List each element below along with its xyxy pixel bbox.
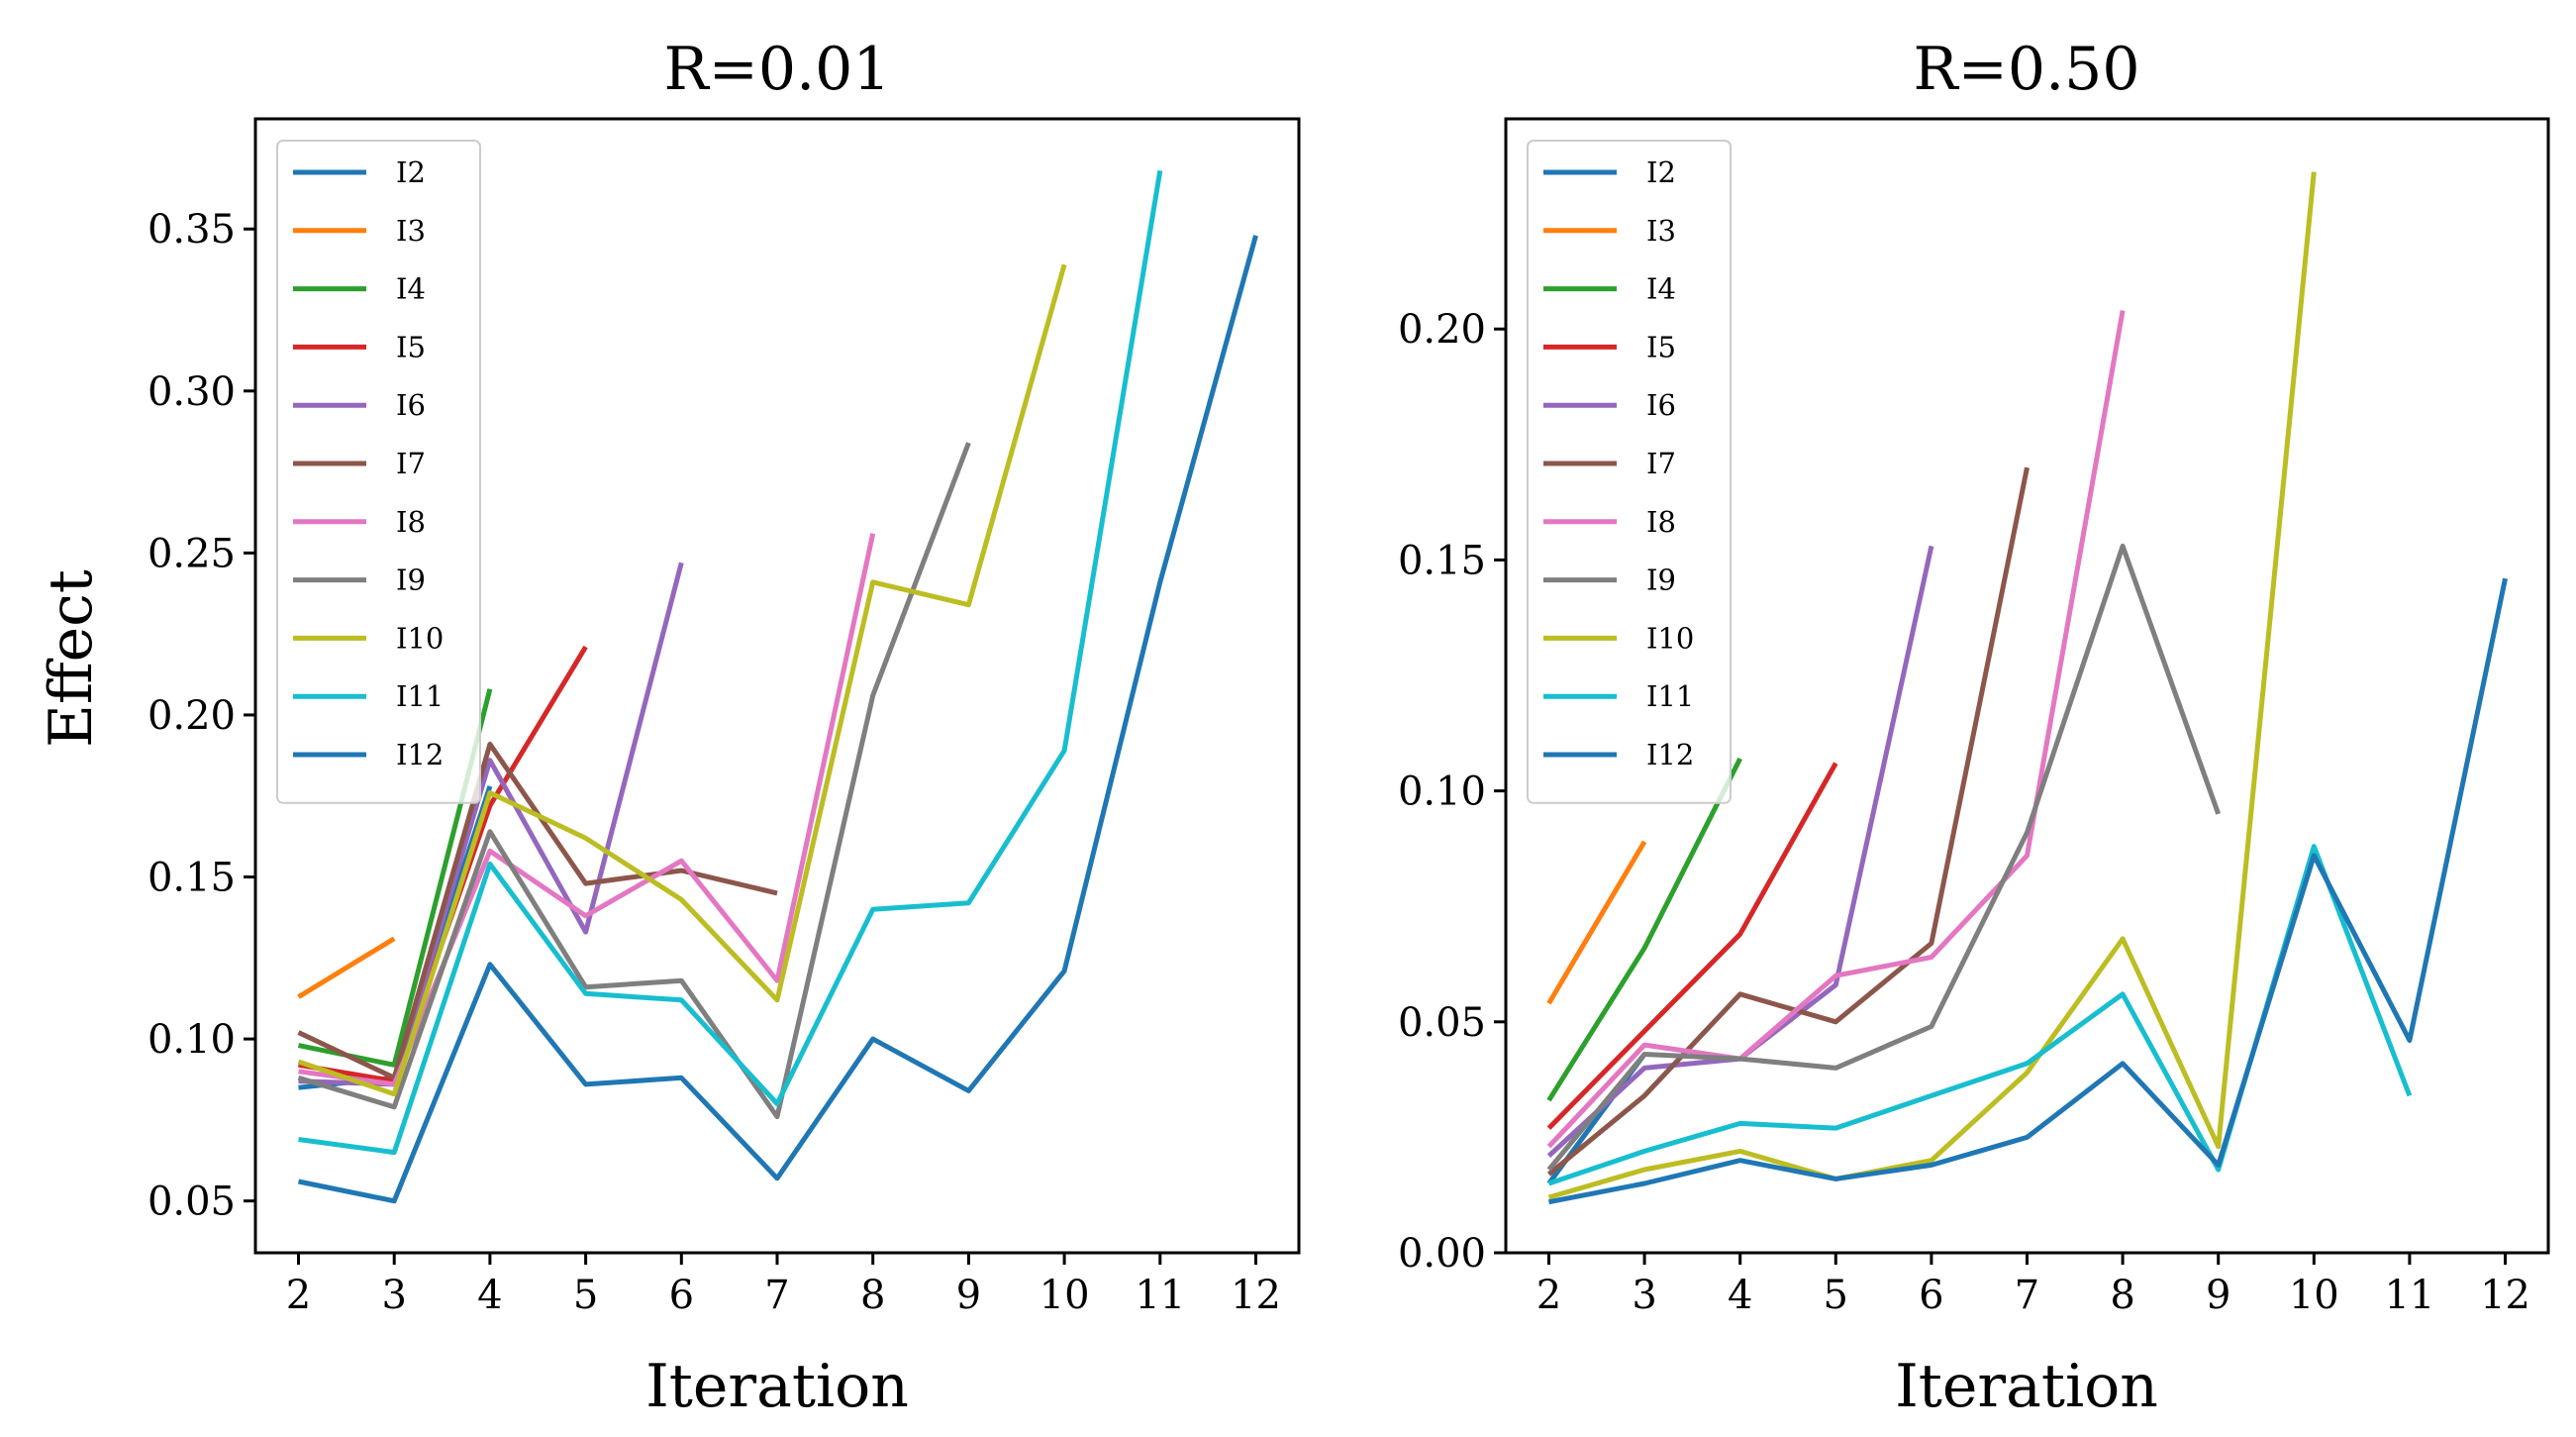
legend-label: I11 [1646, 679, 1694, 713]
series-line-i8 [1546, 310, 2126, 1149]
y-axis-label: Effect [37, 569, 106, 748]
series-line-i12 [1548, 577, 2508, 1205]
series-line-i9 [297, 442, 971, 1120]
series-line-i4 [1546, 757, 1742, 1102]
x-tick-label: 8 [860, 1273, 885, 1318]
x-tick-label: 7 [764, 1273, 789, 1318]
legend-label: I8 [1646, 505, 1676, 539]
y-tick-label: 0.35 [148, 207, 236, 253]
x-tick-label: 3 [1632, 1273, 1656, 1318]
legend-label: I5 [1646, 330, 1676, 363]
x-tick-label: 6 [669, 1273, 694, 1318]
y-tick-label: 0.20 [1398, 307, 1486, 353]
y-tick-label: 0.30 [148, 369, 236, 415]
y-tick-label: 0.05 [1398, 1000, 1486, 1046]
x-tick-label: 12 [2480, 1273, 2530, 1318]
series-lines [1546, 171, 2508, 1205]
y-tick-label: 0.10 [148, 1017, 236, 1063]
y-tick-label: 0.20 [148, 693, 236, 739]
x-tick-label: 6 [1919, 1273, 1943, 1318]
series-line-i12 [298, 235, 1258, 1204]
legend-label: I6 [1646, 388, 1676, 422]
chart-panel-r001: R=0.01 Iteration Effect 2 3 4 5 6 7 8 9 10 11 12 0.… [37, 35, 1301, 1421]
legend-label: I6 [396, 388, 426, 422]
series-line-i7 [1546, 466, 2030, 1177]
legend-label: I4 [1646, 272, 1676, 306]
x-tick-label: 11 [1135, 1273, 1185, 1318]
legend-label: I8 [396, 505, 426, 539]
series-line-i4 [298, 688, 493, 1068]
y-tick-label: 0.25 [148, 531, 236, 576]
y-tick-label: 0.15 [1398, 538, 1486, 583]
x-tick-label: 10 [2289, 1273, 2339, 1318]
legend-label: I4 [396, 272, 426, 306]
y-tick-label: 0.15 [148, 856, 236, 901]
legend-label: I12 [396, 738, 444, 771]
legend-box [276, 140, 481, 804]
x-axis-label: Iteration [645, 1352, 909, 1421]
series-line-i10 [297, 263, 1067, 1097]
series-line-i11 [298, 169, 1163, 1156]
legend-label: I11 [396, 679, 444, 713]
series-line-i5 [1546, 762, 1838, 1130]
chart-title: R=0.01 [663, 35, 890, 104]
legend-label: I3 [1646, 214, 1676, 248]
legend-box [1527, 140, 1732, 804]
x-tick-label: 2 [286, 1273, 311, 1318]
legend-label: I9 [396, 564, 426, 597]
series-line-i8 [298, 533, 876, 1087]
x-tick-label: 2 [1536, 1273, 1561, 1318]
legend: I2 I3 I4 I5 I6 I7 I8 I9 I10 I11 I12 [276, 140, 481, 804]
series-line-i3 [297, 936, 396, 999]
chart-panel-r050: R=0.50 Iteration 2 3 4 5 6 7 8 9 10 11 12 0.00 0.05 0… [1398, 35, 2550, 1421]
series-line-i11 [1547, 844, 2413, 1186]
x-axis-label: Iteration [1895, 1352, 2158, 1421]
y-tick-label: 0.10 [1398, 770, 1486, 815]
legend-label: I7 [1646, 447, 1676, 480]
series-lines [297, 169, 1258, 1204]
legend-label: I12 [1646, 738, 1694, 771]
legend: I2 I3 I4 I5 I6 I7 I8 I9 I10 I11 I12 [1527, 140, 1732, 804]
x-tick-label: 9 [956, 1273, 981, 1318]
x-tick-label: 8 [2110, 1273, 2134, 1318]
legend-label: I7 [396, 447, 426, 480]
legend-label: I10 [1646, 621, 1694, 655]
legend-label: I2 [396, 155, 426, 189]
x-tick-label: 3 [381, 1273, 406, 1318]
y-tick-label: 0.05 [148, 1180, 236, 1225]
x-tick-label: 4 [477, 1273, 502, 1318]
x-tick-label: 7 [2015, 1273, 2039, 1318]
y-tick-label: 0.00 [1398, 1231, 1486, 1277]
x-tick-label: 11 [2384, 1273, 2434, 1318]
x-tick-label: 9 [2206, 1273, 2230, 1318]
series-line-i9 [1546, 543, 2222, 1172]
x-tick-label: 4 [1728, 1273, 1752, 1318]
legend-label: I5 [396, 330, 426, 363]
legend-label: I10 [396, 621, 444, 655]
chart-title: R=0.50 [1913, 35, 2139, 104]
series-line-i2 [298, 785, 493, 1090]
x-tick-label: 5 [573, 1273, 598, 1318]
legend-label: I3 [396, 214, 426, 248]
series-line-i3 [1546, 840, 1647, 1005]
x-tick-label: 12 [1231, 1273, 1281, 1318]
legend-label: I9 [1646, 564, 1676, 597]
series-line-i10 [1547, 171, 2317, 1200]
x-tick-label: 10 [1040, 1273, 1090, 1318]
legend-label: I2 [1646, 155, 1676, 189]
x-tick-label: 5 [1824, 1273, 1848, 1318]
